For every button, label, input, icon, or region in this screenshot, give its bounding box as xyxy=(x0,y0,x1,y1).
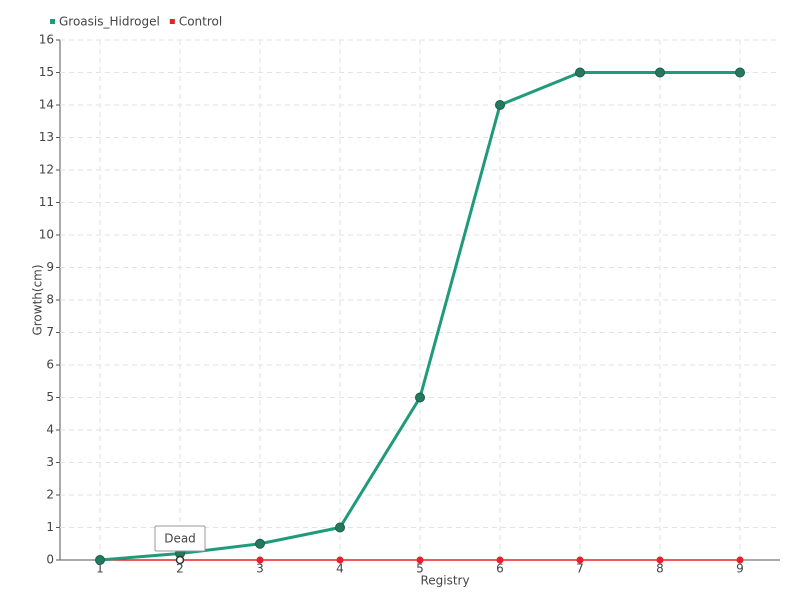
data-point xyxy=(736,556,744,564)
y-tick-label: 9 xyxy=(46,260,54,274)
x-tick-label: 4 xyxy=(336,562,344,576)
legend-label: Groasis_Hidrogel xyxy=(59,15,160,29)
y-axis-title: Growth(cm) xyxy=(31,264,45,335)
y-tick-label: 1 xyxy=(46,520,54,534)
annotation-text: Dead xyxy=(164,532,196,546)
data-point xyxy=(336,556,344,564)
data-point xyxy=(495,100,505,110)
x-tick-label: 6 xyxy=(496,562,504,576)
data-point xyxy=(255,538,265,549)
data-point xyxy=(496,556,504,564)
data-point xyxy=(735,67,745,78)
x-tick-label: 3 xyxy=(256,562,264,576)
grid xyxy=(60,39,780,560)
annotation-box xyxy=(154,525,206,552)
x-tick-label: 7 xyxy=(576,562,584,576)
x-tick-label: 5 xyxy=(416,562,424,576)
legend-swatch xyxy=(169,19,175,24)
y-tick-label: 12 xyxy=(39,163,54,177)
data-point xyxy=(256,556,264,564)
x-tick-label: 8 xyxy=(656,562,664,576)
legend-label: Control xyxy=(179,15,222,29)
y-tick-label: 15 xyxy=(39,65,54,79)
y-tick-label: 8 xyxy=(46,293,54,307)
data-point xyxy=(575,67,585,78)
x-axis-title: Registry xyxy=(420,574,469,588)
y-tick-label: 6 xyxy=(46,358,54,372)
x-tick-label: 2 xyxy=(176,562,184,576)
data-point xyxy=(576,556,584,564)
legend-swatch xyxy=(50,19,55,24)
data-point xyxy=(415,392,425,403)
x-tick-label: 9 xyxy=(736,562,744,576)
annotation: Dead xyxy=(154,525,206,565)
y-tick-label: 16 xyxy=(39,33,54,47)
y-tick-label: 14 xyxy=(39,98,54,112)
data-point xyxy=(656,556,664,564)
series-line xyxy=(99,71,740,562)
y-tick-label: 4 xyxy=(46,423,54,437)
y-tick-label: 5 xyxy=(46,390,54,404)
y-tick-label: 11 xyxy=(39,195,54,209)
y-tick-label: 0 xyxy=(46,553,54,567)
data-point xyxy=(655,67,665,78)
x-tick-label: 1 xyxy=(96,562,104,576)
y-tick-label: 7 xyxy=(46,325,54,339)
data-point xyxy=(416,556,424,564)
annotation-marker xyxy=(175,555,185,565)
y-tick-label: 2 xyxy=(46,488,54,502)
data-point xyxy=(335,522,345,533)
data-point xyxy=(95,555,105,565)
y-tick-label: 10 xyxy=(39,228,54,242)
y-tick-label: 13 xyxy=(39,130,54,144)
y-tick-label: 3 xyxy=(46,455,54,469)
